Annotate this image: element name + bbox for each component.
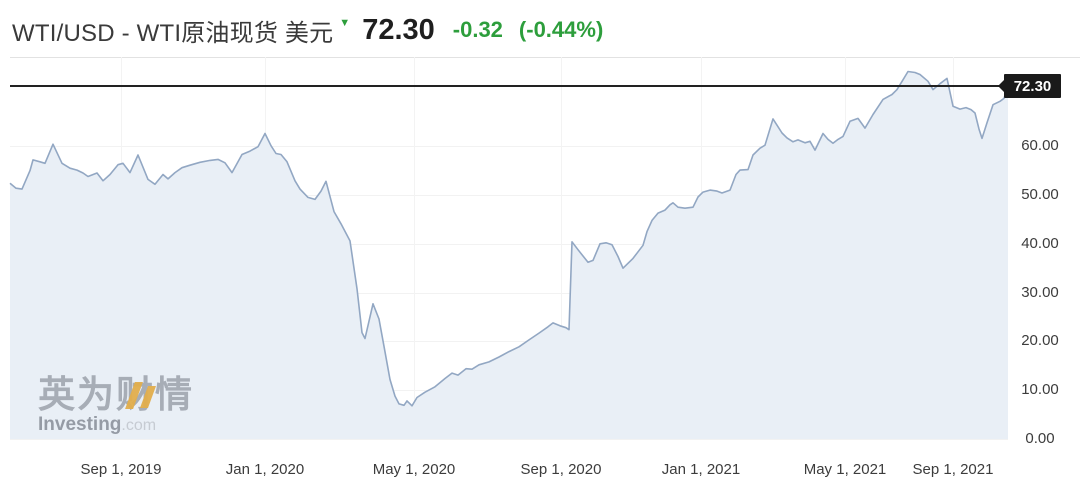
watermark-en-suffix: .com bbox=[121, 417, 157, 434]
v-gridline bbox=[414, 57, 415, 439]
y-axis-label: 60.00 bbox=[1021, 137, 1059, 155]
instrument-title: WTI/USD - WTI原油现货 美元 bbox=[12, 19, 334, 47]
y-axis-label: 0.00 bbox=[1025, 430, 1055, 447]
h-gridline bbox=[10, 146, 1008, 148]
h-gridline bbox=[10, 439, 1008, 440]
x-axis-label: May 1, 2020 bbox=[372, 461, 456, 478]
x-axis-label: Jan 1, 2021 bbox=[661, 461, 741, 478]
area-fill bbox=[10, 71, 1008, 439]
y-axis-label: 50.00 bbox=[1021, 186, 1059, 203]
y-axis-label: 10.00 bbox=[1021, 381, 1059, 399]
current-price-label: 72.30 bbox=[998, 74, 1061, 99]
price-label-notch bbox=[998, 80, 1004, 93]
h-gridline bbox=[10, 292, 1008, 294]
down-arrow-icon: ▼ bbox=[339, 17, 351, 29]
y-axis-label: 20.00 bbox=[1021, 332, 1059, 350]
price-label-value: 72.30 bbox=[1013, 77, 1052, 95]
v-gridline bbox=[561, 57, 562, 439]
current-price-line bbox=[10, 85, 1004, 88]
h-gridline bbox=[10, 195, 1008, 196]
watermark-en: Investing.com bbox=[38, 415, 194, 434]
x-axis-label: Sep 1, 2020 bbox=[520, 461, 602, 478]
x-axis-label: Jan 1, 2020 bbox=[225, 461, 305, 478]
y-axis-label: 30.00 bbox=[1021, 283, 1059, 301]
watermark-en-bold: Investing bbox=[38, 414, 122, 435]
x-axis-label: May 1, 2021 bbox=[803, 461, 887, 478]
price-change-percent: (-0.44%) bbox=[518, 17, 604, 42]
header: WTI/USD - WTI原油现货 美元 ▼ 72.30 -0.32 (-0.4… bbox=[12, 6, 603, 54]
h-gridline bbox=[10, 243, 1008, 245]
x-axis-label: Sep 1, 2019 bbox=[80, 461, 162, 478]
x-axis-label: Sep 1, 2021 bbox=[912, 461, 994, 478]
last-price: 72.30 bbox=[362, 13, 435, 46]
price-change: -0.32 bbox=[452, 17, 503, 42]
h-gridline bbox=[10, 341, 1008, 343]
price-line-series bbox=[9, 70, 1009, 407]
watermark-cn: 英为财情 bbox=[38, 374, 194, 415]
header-separator bbox=[10, 57, 1080, 58]
y-axis-label: 40.00 bbox=[1021, 234, 1059, 252]
watermark: 英为财情 Investing.com bbox=[38, 376, 194, 434]
